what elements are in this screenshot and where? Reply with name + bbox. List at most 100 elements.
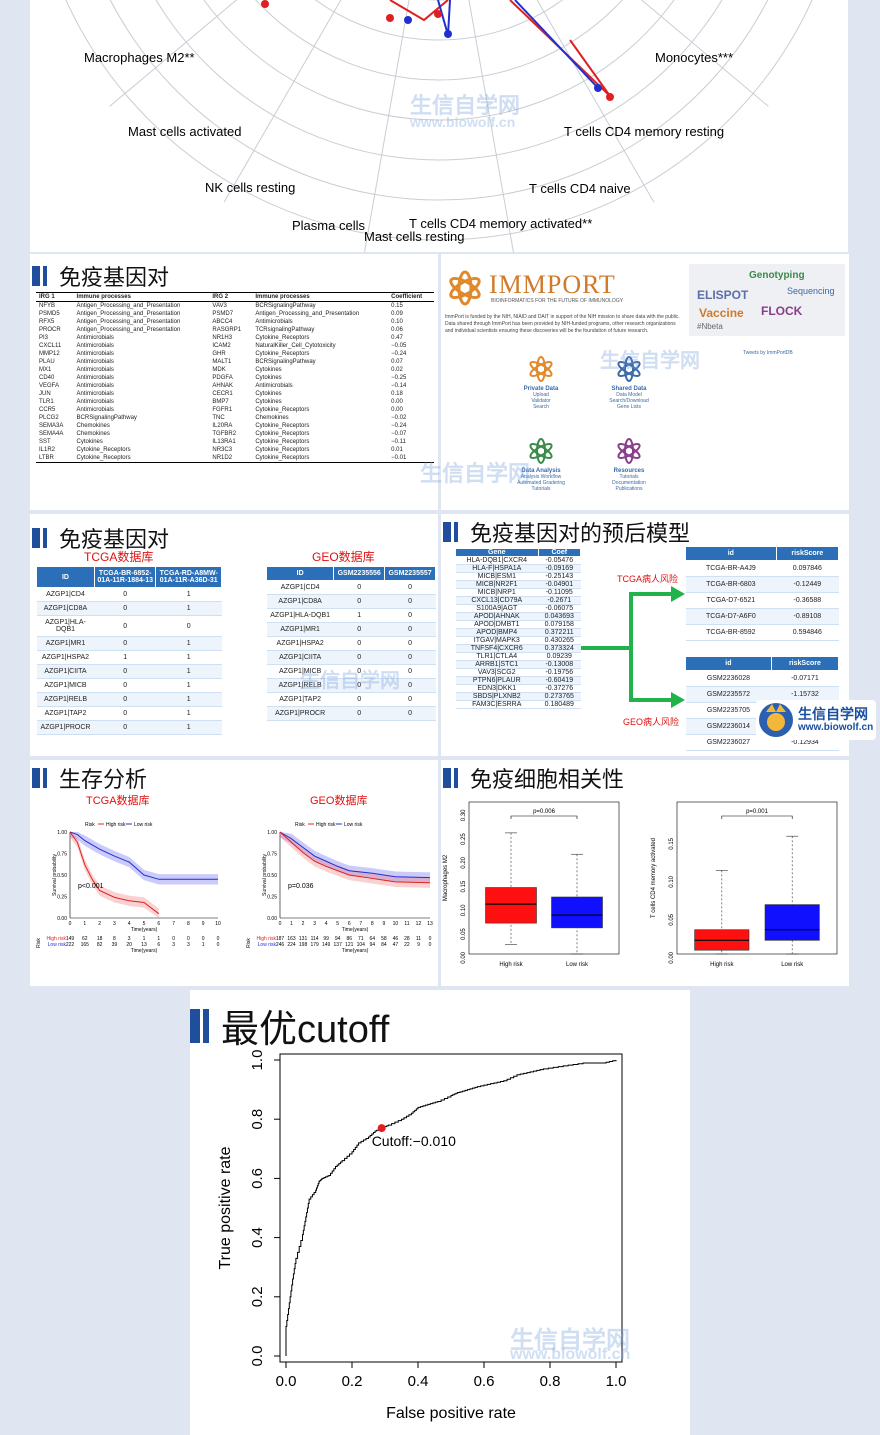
x-tick-label: 1.0 xyxy=(606,1373,627,1390)
table-cell: -0.06075 xyxy=(538,604,581,613)
table-cell: 0 xyxy=(155,615,222,637)
card-link[interactable]: Search xyxy=(533,404,549,410)
svg-text:5: 5 xyxy=(336,921,339,927)
table-cell: 1 xyxy=(155,587,222,602)
svg-text:0.05: 0.05 xyxy=(669,913,675,925)
table-cell: Antimicrobials xyxy=(76,367,114,373)
table-cell: 0.097846 xyxy=(776,560,839,577)
table-cell: GHR xyxy=(212,351,226,357)
table-cell: 1 xyxy=(155,664,222,679)
table-cell: Cytokine_Receptors xyxy=(252,454,389,463)
x-tick-label: 0.6 xyxy=(474,1373,495,1390)
svg-text:82: 82 xyxy=(97,942,103,948)
card-link[interactable]: Tutorials xyxy=(619,474,639,480)
km-plots: 0.000.250.500.751.000 1 2 3 4 5 6 7 8 9 10Time(yea… xyxy=(36,822,433,954)
model-panel: 免疫基因对的预后模型 Gene Coef HLA-DQB1|CXCR4 -0.0547… xyxy=(441,514,849,756)
svg-text:86: 86 xyxy=(346,936,352,942)
section-title: 生存分析 xyxy=(32,762,147,794)
table-cell: MICB|NRP1 xyxy=(455,588,539,597)
card-title: Data Analysis xyxy=(521,468,561,474)
y-tick-label: 0.6 xyxy=(249,1168,266,1189)
table-cell: -0.13008 xyxy=(538,660,581,669)
svg-text:246: 246 xyxy=(276,942,285,948)
table-cell: −0.01 xyxy=(388,454,434,463)
table-cell: AZGP1|MR1 xyxy=(36,636,95,651)
card-link[interactable]: Automated Gradering xyxy=(517,480,565,486)
card-link[interactable]: Publications xyxy=(615,486,643,492)
geo-km-label: GEO数据库 xyxy=(310,795,368,807)
table-cell: BMP7 xyxy=(212,399,229,405)
card-link[interactable]: Documentation xyxy=(612,480,646,486)
table-cell: 0 xyxy=(384,664,436,679)
immport-card[interactable]: Data Analysis Analysis Workflow Automated … xyxy=(501,436,581,508)
table-cell: AZGP1|CD8A xyxy=(266,594,334,609)
roc-chart: 0.0 0.0 0.2 0.2 0.4 0.4 0.6 0.6 0.8 0.8 1.0 1.0 Fals… xyxy=(217,1050,627,1422)
svg-text:Low risk: Low risk xyxy=(48,942,67,948)
card-link[interactable]: Analysis Workflow xyxy=(520,474,562,480)
table-cell: MICB|ESM1 xyxy=(455,572,539,581)
card-link[interactable]: Validator xyxy=(531,398,551,404)
table-row: S100A9|AGT -0.06075 xyxy=(455,604,581,613)
table-cell: VAV3|SCG2 xyxy=(455,668,539,677)
table-row: SBDS|PLXNB2 0.273765 xyxy=(455,692,581,701)
table-cell: GSM2236014 xyxy=(685,718,772,735)
plot-frame xyxy=(279,1053,623,1363)
table-row: APOD|DMBT1 0.079158 xyxy=(455,620,581,629)
table-cell: Antigen_Processing_and_Presentation xyxy=(76,311,181,317)
section-title: 免疫基因对 xyxy=(32,522,169,554)
tweets-link[interactable]: Tweets by ImmPortDB xyxy=(743,350,793,356)
table-cell: 0 xyxy=(94,601,156,616)
table-cell: 0 xyxy=(94,720,156,735)
table-header-cell: Coef xyxy=(537,548,582,557)
table-cell: CECR1 xyxy=(212,391,233,397)
table-cell: AZGP1|RELB xyxy=(266,678,334,693)
immport-card[interactable]: Resources Tutorials Documentation Publicati… xyxy=(589,436,669,508)
card-link[interactable]: Gene Lists xyxy=(617,404,641,410)
table-cell: 0 xyxy=(384,706,436,721)
x-axis-label: False positive rate xyxy=(386,1405,516,1422)
card-link[interactable]: Search/Download xyxy=(609,398,649,404)
table-cell: TCGA-D7-6521 xyxy=(685,592,777,609)
immport-card[interactable]: Private Data Upload Validator Search xyxy=(501,354,581,426)
table-cell: -0.37276 xyxy=(538,684,581,693)
card-link[interactable]: Tutorials xyxy=(531,486,551,492)
table-cell: Antimicrobials xyxy=(76,343,114,349)
card-link[interactable]: Upload xyxy=(533,392,549,398)
radar-label: Monocytes*** xyxy=(655,50,733,65)
immport-panel: IMMPORT BIOINFORMATICS FOR THE FUTURE OF… xyxy=(441,254,849,510)
svg-text:1: 1 xyxy=(83,921,86,927)
svg-text:0: 0 xyxy=(187,936,190,942)
svg-text:3: 3 xyxy=(128,936,131,942)
section-title: 免疫基因对 xyxy=(32,260,169,292)
svg-text:p<0.001: p<0.001 xyxy=(78,883,104,890)
radar-chart: Macrophages M2** Monocytes*** Mast cells… xyxy=(65,0,813,252)
table-cell: GSM2236027 xyxy=(685,734,772,751)
table-row: AZGP1|MICB 0 1 xyxy=(36,678,222,693)
table-row: AZGP1|CD4 0 0 xyxy=(266,580,436,595)
card-link[interactable]: Data Model xyxy=(616,392,642,398)
table-cell: 1 xyxy=(155,692,222,707)
table-cell: Antigen_Processing_and_Presentation xyxy=(76,303,181,309)
table-cell: CD40 xyxy=(39,375,55,381)
table-cell: ABCC4 xyxy=(212,319,233,325)
svg-text:Risk: Risk xyxy=(85,822,95,828)
svg-text:22: 22 xyxy=(404,942,410,948)
immport-card[interactable]: Shared Data Data Model Search/Download Gene… xyxy=(589,354,669,426)
svg-text:Time(years): Time(years) xyxy=(342,948,369,954)
table-header-cell: TCGA-BR-6852-01A-11R-1884-13 xyxy=(93,566,157,588)
table-cell: ICAM2 xyxy=(212,343,231,349)
table-header-cell: GSM2235557 xyxy=(384,566,436,581)
brand-badge: 生信自学网 www.biowolf.cn xyxy=(756,700,876,740)
table-cell: SEMA3A xyxy=(39,423,64,429)
table-cell: TCGA-BR-8592 xyxy=(685,624,777,641)
table-row: TLR1|CTLA4 0.09239 xyxy=(455,652,581,661)
svg-text:0.00: 0.00 xyxy=(267,916,277,922)
svg-text:Low risk: Low risk xyxy=(781,962,804,968)
table-cell: 0 xyxy=(384,622,436,637)
svg-text:0.50: 0.50 xyxy=(57,873,67,879)
table-cell: Antimicrobials xyxy=(76,335,114,341)
svg-text:High risk: High risk xyxy=(710,962,734,968)
table-cell: AZGP1|HLA-DQB1 xyxy=(36,615,95,637)
x-tick-label: 0.8 xyxy=(540,1373,561,1390)
table-cell: Cytokine_Receptors xyxy=(255,447,310,453)
